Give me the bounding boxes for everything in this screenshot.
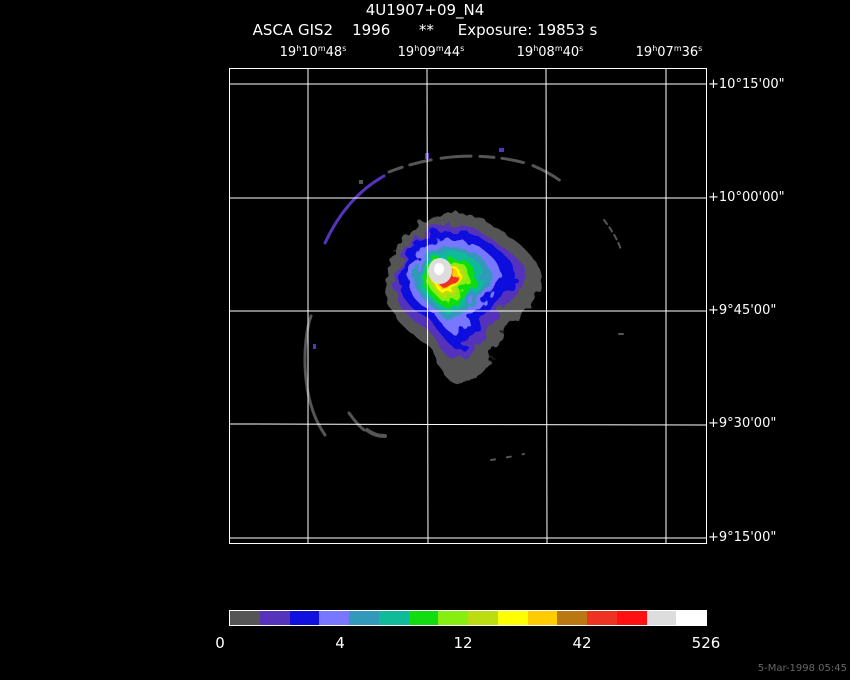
ra-tick-label: 19h09m44s — [397, 44, 465, 60]
colorbar-swatch — [319, 611, 349, 625]
colorbar — [229, 610, 707, 626]
image-title: 4U1907+09_N4 — [365, 1, 485, 19]
xray-image-plot — [229, 68, 707, 544]
timestamp: 5-Mar-1998 05:45 — [757, 663, 847, 674]
colorbar-swatch — [468, 611, 498, 625]
colorbar-swatch — [289, 611, 320, 625]
image-subtitle: ASCA GIS2 1996 ** Exposure: 19853 s — [252, 21, 598, 39]
coordinate-grid — [229, 68, 707, 544]
colorbar-swatch — [527, 611, 558, 625]
source-core — [428, 258, 452, 284]
colorbar-swatch — [408, 611, 439, 625]
colorbar-label: 526 — [691, 634, 721, 652]
detector-ring — [303, 154, 624, 461]
colorbar-label: 42 — [572, 634, 592, 652]
colorbar-swatch — [378, 611, 409, 625]
colorbar-label: 0 — [215, 634, 225, 652]
colorbar-swatch — [230, 611, 260, 625]
colorbar-swatch — [557, 611, 587, 625]
colorbar-swatch — [587, 611, 617, 625]
ra-tick-label: 19h08m40s — [516, 44, 584, 60]
colorbar-swatch — [349, 611, 379, 625]
ra-tick-label: 19h07m36s — [635, 44, 703, 60]
dec-tick-label: +9°30'00" — [708, 416, 777, 431]
colorbar-swatch — [646, 611, 677, 625]
dec-tick-label: +9°15'00" — [708, 530, 777, 545]
plot-frame — [229, 68, 707, 544]
dec-tick-label: +9°45'00" — [708, 303, 777, 318]
colorbar-swatch — [616, 611, 647, 625]
colorbar-swatch — [259, 611, 290, 625]
colorbar-swatch — [676, 611, 706, 625]
dec-tick-label: +10°00'00" — [708, 190, 785, 205]
colorbar-swatch — [438, 611, 468, 625]
colorbar-label: 4 — [335, 634, 345, 652]
colorbar-label: 12 — [453, 634, 473, 652]
ra-tick-label: 19h10m48s — [279, 44, 347, 60]
colorbar-swatch — [497, 611, 528, 625]
dec-tick-label: +10°15'00" — [708, 77, 785, 92]
